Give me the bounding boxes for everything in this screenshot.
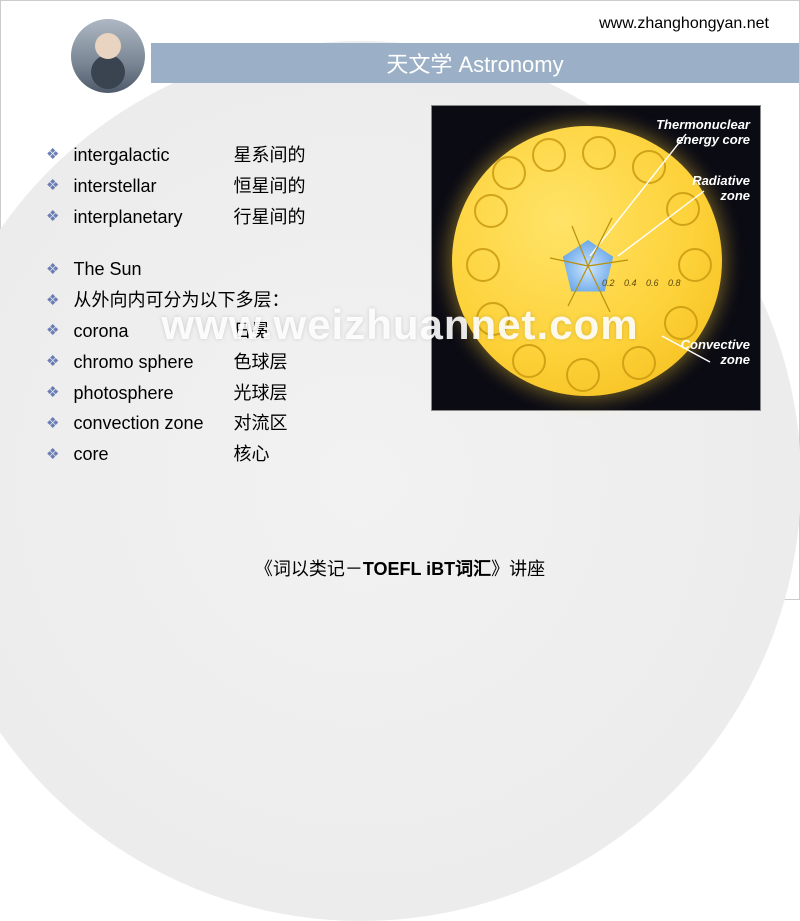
vocab-row: ❖ photosphere 光球层	[46, 379, 305, 408]
footer: 《词以类记－TOEFL iBT词汇》讲座	[1, 555, 799, 581]
convective-cell	[632, 150, 666, 184]
vocab-en: chromo sphere	[73, 348, 233, 377]
title-bar: 天文学 Astronomy	[151, 43, 799, 83]
footer-suffix: 》讲座	[491, 559, 545, 579]
convective-cell	[582, 136, 616, 170]
scale-tick: 0.2	[602, 278, 615, 288]
vocab-zh: 核心	[233, 440, 269, 469]
vocab-zh: 光球层	[233, 379, 287, 408]
convective-cell	[474, 194, 508, 228]
convective-cell	[678, 248, 712, 282]
vocab-row: ❖ chromo sphere 色球层	[46, 348, 305, 377]
vocab-en: corona	[73, 317, 233, 346]
header-url: www.zhanghongyan.net	[599, 15, 769, 33]
vocab-content: ❖ intergalactic 星系间的 ❖ interstellar 恒星间的…	[46, 141, 305, 471]
vocab-en: photosphere	[73, 379, 233, 408]
scale-tick: 0.4	[624, 278, 637, 288]
section-heading-row: ❖ The Sun	[46, 255, 305, 284]
sun-diagram: Thermonuclearenergy core Radiativezone C…	[431, 105, 761, 411]
bullet-icon: ❖	[46, 205, 59, 229]
vocab-zh: 色球层	[233, 348, 287, 377]
footer-bold: TOEFL iBT词汇	[363, 559, 491, 579]
convective-cell	[476, 302, 510, 336]
vocab-en: interstellar	[73, 172, 233, 201]
vocab-zh: 日冕	[233, 317, 269, 346]
diagram-label-core: Thermonuclearenergy core	[656, 118, 750, 148]
bullet-icon: ❖	[46, 143, 59, 167]
scale-tick: 0.6	[646, 278, 659, 288]
bullet-icon: ❖	[46, 350, 59, 374]
avatar	[71, 19, 145, 93]
scale-tick: 0.8	[668, 278, 681, 288]
vocab-en: convection zone	[73, 409, 233, 438]
vocab-row: ❖ core 核心	[46, 440, 305, 469]
section-sub: 从外向内可分为以下多层：	[73, 286, 289, 315]
convective-cell	[466, 248, 500, 282]
convective-cell	[532, 138, 566, 172]
vocab-zh: 行星间的	[233, 203, 305, 232]
vocab-row: ❖ interplanetary 行星间的	[46, 203, 305, 232]
footer-prefix: 《词以类记－	[255, 559, 363, 579]
vocab-en: core	[73, 440, 233, 469]
bullet-icon: ❖	[46, 412, 59, 436]
vocab-row: ❖ intergalactic 星系间的	[46, 141, 305, 170]
bullet-icon: ❖	[46, 319, 59, 343]
section-sub-row: ❖ 从外向内可分为以下多层：	[46, 286, 305, 315]
vocab-zh: 星系间的	[233, 141, 305, 170]
vocab-zh: 恒星间的	[233, 172, 305, 201]
vocab-row: ❖ interstellar 恒星间的	[46, 172, 305, 201]
section-heading: The Sun	[73, 255, 141, 284]
vocab-row: ❖ convection zone 对流区	[46, 409, 305, 438]
vocab-en: intergalactic	[73, 141, 233, 170]
page-title: 天文学 Astronomy	[386, 47, 563, 79]
convective-cell	[492, 156, 526, 190]
bullet-icon: ❖	[46, 258, 59, 282]
bullet-icon: ❖	[46, 174, 59, 198]
vocab-zh: 对流区	[233, 409, 287, 438]
vocab-row: ❖ corona 日冕	[46, 317, 305, 346]
bullet-icon: ❖	[46, 289, 59, 313]
bullet-icon: ❖	[46, 381, 59, 405]
vocab-en: interplanetary	[73, 203, 233, 232]
diagram-label-radiative: Radiativezone	[692, 174, 750, 204]
bullet-icon: ❖	[46, 443, 59, 467]
convective-cell	[622, 346, 656, 380]
convective-cell	[566, 358, 600, 392]
convective-cell	[664, 306, 698, 340]
diagram-label-convective: Convectivezone	[681, 338, 750, 368]
convective-cell	[512, 344, 546, 378]
